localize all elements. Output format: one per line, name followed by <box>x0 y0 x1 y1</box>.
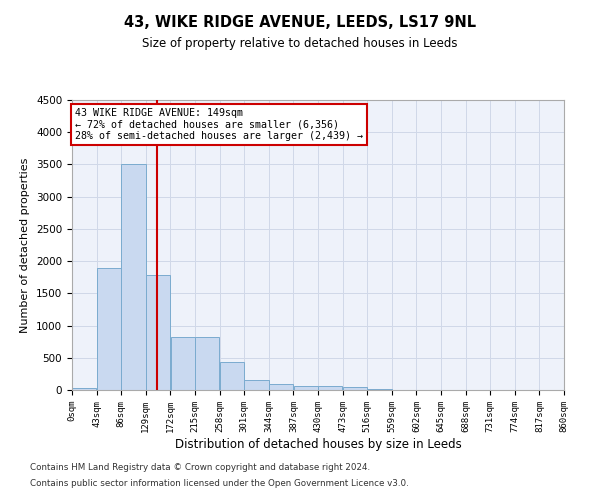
Bar <box>343 388 367 390</box>
Text: 43 WIKE RIDGE AVENUE: 149sqm
← 72% of detached houses are smaller (6,356)
28% of: 43 WIKE RIDGE AVENUE: 149sqm ← 72% of de… <box>75 108 363 141</box>
Bar <box>121 164 146 390</box>
Bar <box>318 386 343 390</box>
X-axis label: Distribution of detached houses by size in Leeds: Distribution of detached houses by size … <box>175 438 461 450</box>
Bar <box>195 337 220 390</box>
Bar <box>269 384 293 390</box>
Text: Size of property relative to detached houses in Leeds: Size of property relative to detached ho… <box>142 38 458 51</box>
Bar <box>72 388 97 390</box>
Bar <box>170 337 195 390</box>
Bar <box>146 276 170 390</box>
Bar <box>97 268 121 390</box>
Bar <box>220 362 244 390</box>
Y-axis label: Number of detached properties: Number of detached properties <box>20 158 31 332</box>
Bar <box>293 386 318 390</box>
Bar <box>244 380 269 390</box>
Text: Contains HM Land Registry data © Crown copyright and database right 2024.: Contains HM Land Registry data © Crown c… <box>30 464 370 472</box>
Text: 43, WIKE RIDGE AVENUE, LEEDS, LS17 9NL: 43, WIKE RIDGE AVENUE, LEEDS, LS17 9NL <box>124 15 476 30</box>
Text: Contains public sector information licensed under the Open Government Licence v3: Contains public sector information licen… <box>30 478 409 488</box>
